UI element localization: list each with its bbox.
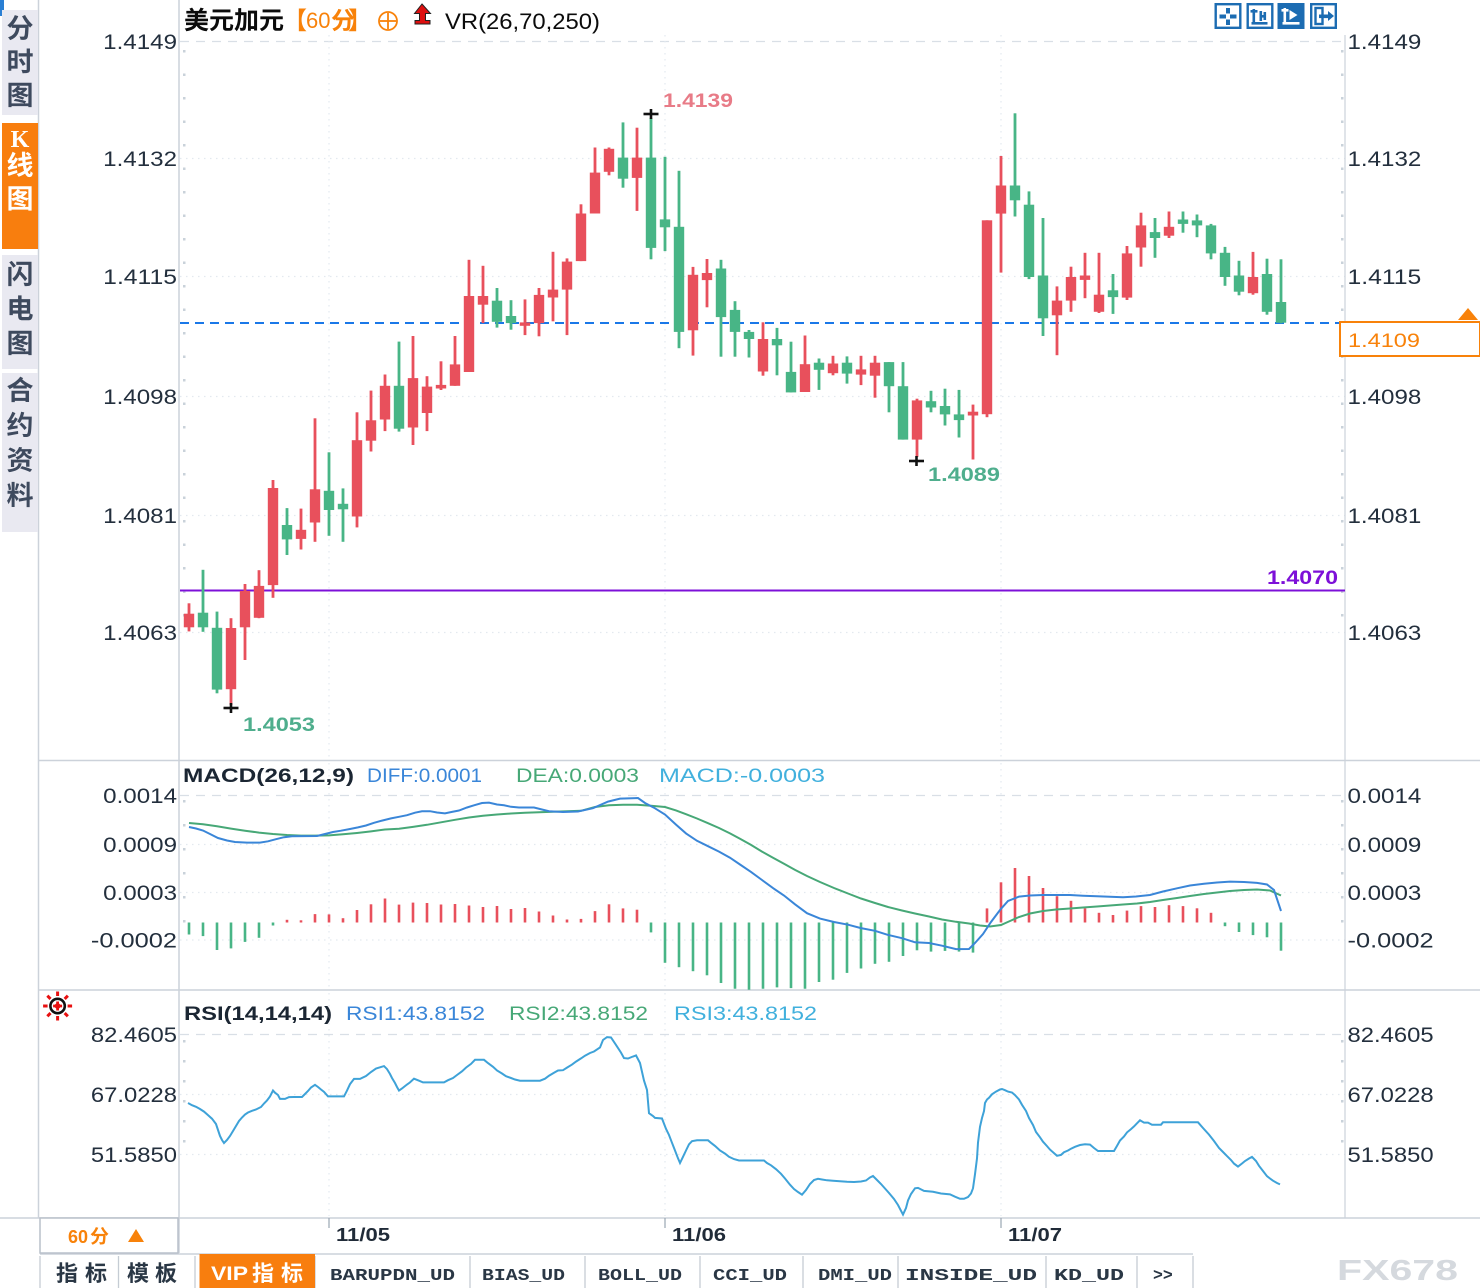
svg-text:0.0014: 0.0014 (103, 785, 177, 808)
svg-text:DEA:0.0003: DEA:0.0003 (516, 766, 639, 787)
svg-text:MACD(26,12,9): MACD(26,12,9) (183, 766, 354, 787)
svg-text:VR(26,70,250): VR(26,70,250) (445, 9, 600, 34)
svg-text:0.0014: 0.0014 (1348, 785, 1422, 808)
svg-text:1.4098: 1.4098 (103, 386, 177, 409)
svg-text:1.4081: 1.4081 (103, 505, 177, 528)
svg-text:1.4109: 1.4109 (1348, 331, 1420, 352)
svg-text:KD_UD: KD_UD (1054, 1266, 1124, 1285)
svg-text:67.0228: 67.0228 (1348, 1084, 1434, 1107)
svg-text:-0.0002: -0.0002 (1348, 930, 1434, 953)
svg-text:11/06: 11/06 (672, 1225, 726, 1245)
svg-text:RSI1:43.8152: RSI1:43.8152 (346, 1004, 485, 1025)
svg-text:K: K (11, 127, 30, 153)
svg-text:0.0003: 0.0003 (1348, 882, 1422, 905)
svg-text:1.4089: 1.4089 (928, 465, 1000, 486)
svg-text:0.0009: 0.0009 (103, 834, 177, 857)
svg-text:RSI3:43.8152: RSI3:43.8152 (674, 1004, 817, 1025)
svg-text:1.4132: 1.4132 (103, 148, 177, 171)
svg-text:1.4132: 1.4132 (1348, 148, 1422, 171)
svg-text:1.4063: 1.4063 (103, 622, 177, 645)
svg-text:0.0009: 0.0009 (1348, 834, 1422, 857)
svg-text:1.4063: 1.4063 (1348, 622, 1422, 645)
svg-text:1.4149: 1.4149 (103, 31, 177, 54)
svg-text:82.4605: 82.4605 (91, 1024, 177, 1047)
svg-text:FX678: FX678 (1337, 1255, 1458, 1287)
svg-text:11/07: 11/07 (1008, 1225, 1062, 1245)
svg-text:82.4605: 82.4605 (1348, 1024, 1434, 1047)
svg-text:MACD:-0.0003: MACD:-0.0003 (659, 766, 825, 787)
svg-text:1.4081: 1.4081 (1348, 505, 1422, 528)
svg-text:1.4098: 1.4098 (1348, 386, 1422, 409)
svg-text:BOLL_UD: BOLL_UD (598, 1266, 682, 1285)
svg-text:INSIDE_UD: INSIDE_UD (905, 1266, 1037, 1285)
svg-text:1.4149: 1.4149 (1348, 31, 1422, 54)
svg-text:DMI_UD: DMI_UD (818, 1266, 892, 1285)
svg-text:11/05: 11/05 (336, 1225, 390, 1245)
svg-text:1.4070: 1.4070 (1267, 568, 1338, 589)
svg-text:0.0003: 0.0003 (103, 882, 177, 905)
svg-text:1.4115: 1.4115 (1348, 266, 1422, 289)
svg-text:DIFF:0.0001: DIFF:0.0001 (367, 766, 482, 787)
svg-text:BARUPDN_UD: BARUPDN_UD (330, 1266, 455, 1285)
svg-text:BIAS_UD: BIAS_UD (482, 1266, 565, 1285)
svg-text:CCI_UD: CCI_UD (713, 1266, 787, 1285)
svg-text:1.4115: 1.4115 (103, 266, 177, 289)
svg-text:-0.0002: -0.0002 (91, 930, 177, 953)
svg-text:51.5850: 51.5850 (1348, 1144, 1434, 1167)
svg-text:51.5850: 51.5850 (91, 1144, 177, 1167)
svg-text:1.4053: 1.4053 (243, 715, 315, 736)
svg-text:RSI(14,14,14): RSI(14,14,14) (184, 1004, 332, 1025)
svg-text:67.0228: 67.0228 (91, 1084, 177, 1107)
svg-text:VIP: VIP (211, 1264, 248, 1285)
svg-text:60: 60 (68, 1227, 88, 1247)
svg-text:60: 60 (306, 8, 330, 33)
svg-text:RSI2:43.8152: RSI2:43.8152 (509, 1004, 648, 1025)
svg-text:>>: >> (1153, 1266, 1173, 1285)
svg-text:1.4139: 1.4139 (663, 91, 733, 112)
